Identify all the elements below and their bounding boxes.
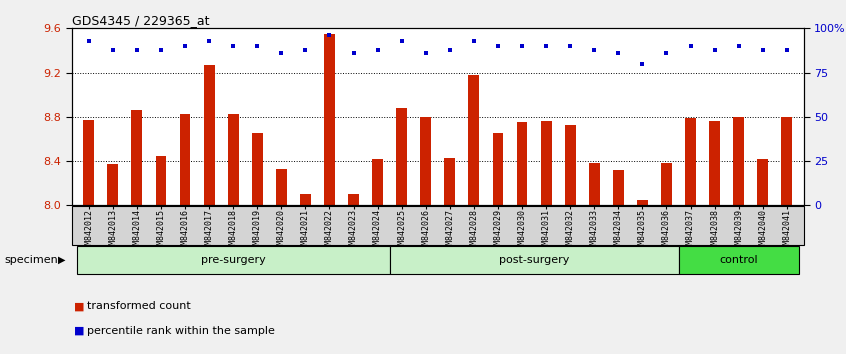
Point xyxy=(82,38,96,44)
Point xyxy=(419,50,432,56)
Bar xyxy=(661,163,672,205)
Text: percentile rank within the sample: percentile rank within the sample xyxy=(87,326,275,336)
Point xyxy=(322,33,336,38)
Point xyxy=(612,50,625,56)
Point xyxy=(347,50,360,56)
Bar xyxy=(541,121,552,205)
Bar xyxy=(107,164,118,205)
Text: pre-surgery: pre-surgery xyxy=(201,255,266,265)
Bar xyxy=(156,155,167,205)
Bar xyxy=(565,125,575,205)
Text: control: control xyxy=(719,255,758,265)
Point xyxy=(299,47,312,52)
Text: transformed count: transformed count xyxy=(87,301,191,311)
Bar xyxy=(300,194,310,205)
Point xyxy=(154,47,168,52)
Bar xyxy=(517,122,527,205)
Point xyxy=(371,47,384,52)
Bar xyxy=(589,163,600,205)
Bar xyxy=(492,133,503,205)
Point xyxy=(708,47,722,52)
Text: ■: ■ xyxy=(74,326,85,336)
Text: ▶: ▶ xyxy=(58,255,65,265)
Bar xyxy=(757,159,768,205)
Point xyxy=(227,43,240,49)
Bar xyxy=(613,170,624,205)
Point xyxy=(587,47,601,52)
Bar xyxy=(349,194,359,205)
Bar xyxy=(228,114,239,205)
Point xyxy=(275,50,288,56)
Text: ■: ■ xyxy=(74,301,85,311)
Bar xyxy=(84,120,94,205)
Point xyxy=(467,38,481,44)
Point xyxy=(660,50,673,56)
Bar xyxy=(709,121,720,205)
Bar xyxy=(469,75,480,205)
Point xyxy=(395,38,409,44)
Bar xyxy=(131,110,142,205)
Bar xyxy=(179,114,190,205)
Point xyxy=(202,38,216,44)
Point xyxy=(492,43,505,49)
Point xyxy=(780,47,794,52)
Point xyxy=(250,43,264,49)
Point xyxy=(684,43,697,49)
Point xyxy=(563,43,577,49)
Point xyxy=(106,47,119,52)
Bar xyxy=(252,133,262,205)
Bar xyxy=(733,117,744,205)
Point xyxy=(732,43,745,49)
Point xyxy=(635,61,649,67)
Bar xyxy=(372,159,383,205)
Point xyxy=(540,43,553,49)
Bar xyxy=(324,34,335,205)
Point xyxy=(443,47,457,52)
Point xyxy=(515,43,529,49)
Bar xyxy=(782,117,792,205)
Text: specimen: specimen xyxy=(4,255,58,265)
Point xyxy=(130,47,144,52)
Point xyxy=(179,43,192,49)
Text: GDS4345 / 229365_at: GDS4345 / 229365_at xyxy=(72,14,210,27)
Bar xyxy=(444,158,455,205)
Bar xyxy=(396,108,407,205)
Bar xyxy=(420,117,431,205)
Bar xyxy=(204,65,215,205)
Bar xyxy=(685,118,696,205)
Text: post-surgery: post-surgery xyxy=(499,255,569,265)
Bar xyxy=(637,200,648,205)
Point xyxy=(756,47,770,52)
Bar xyxy=(276,169,287,205)
